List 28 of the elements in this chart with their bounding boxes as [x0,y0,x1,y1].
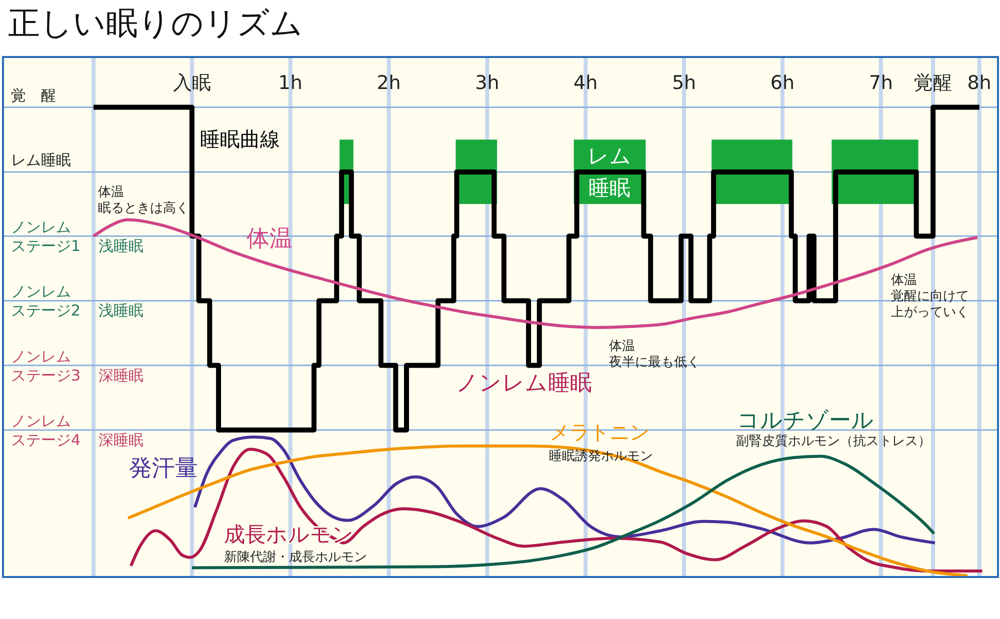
annotation: 体温夜半に最も低く [609,338,700,370]
x-tick-label: 7h [868,72,893,94]
x-tick-label: 覚醒 [914,72,952,94]
chart-title: 正しい眠りのリズム [8,4,303,42]
annotation: 新陳代謝・成長ホルモン [224,550,367,564]
text: ノンレムステージ2 浅睡眠 [11,282,144,320]
series-label: 睡眠曲線 [200,127,280,152]
ref-line-label: レム睡眠 [11,150,71,169]
x-tick-label: 入眠 [172,72,211,94]
x-tick-label: 3h [475,72,500,94]
series-label: コルチゾール [736,408,874,433]
x-tick-label: 1h [278,72,302,94]
band-label: レム睡眠 [588,144,632,200]
ref-line-label: 覚 醒 [11,86,56,104]
series-label: 発汗量 [128,455,198,482]
text: ノンレムステージ4 深睡眠 [11,412,144,450]
annotation: ノンレム睡眠 [456,370,592,396]
annotation: 体温覚醒に向けて上がっていく [891,272,969,320]
series-label: メラトニン [550,420,650,444]
x-tick-label: 6h [770,72,795,94]
text: ノンレムステージ3 深睡眠 [11,347,144,384]
x-tick-label: 4h [574,72,598,94]
x-tick-label: 8h [967,72,992,94]
x-tick-label: 2h [376,72,401,94]
x-tick-label: 5h [672,72,696,94]
annotation: 副腎皮質ホルモン（抗ストレス） [736,434,931,448]
annotation: 体温眠るときは高く [98,184,189,216]
text: ノンレムステージ1 浅睡眠 [11,218,144,256]
